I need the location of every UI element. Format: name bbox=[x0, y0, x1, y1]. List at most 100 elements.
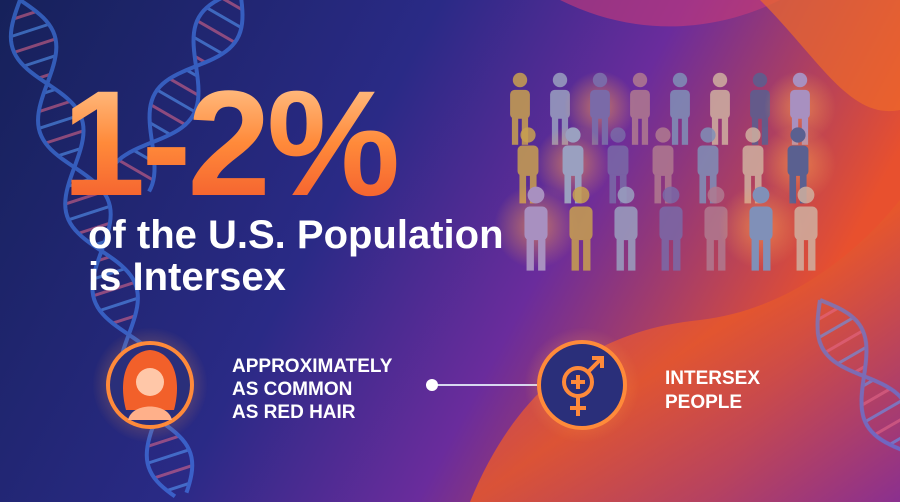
rung bbox=[864, 398, 900, 424]
person-head bbox=[565, 127, 581, 143]
rung bbox=[99, 296, 139, 312]
person-body bbox=[659, 206, 683, 241]
caption: INTERSEX bbox=[665, 368, 760, 389]
stat: 1-2% bbox=[62, 59, 397, 227]
person bbox=[659, 186, 683, 271]
rung bbox=[860, 387, 892, 407]
subtitle: is Intersex bbox=[88, 255, 286, 299]
intersex-icon bbox=[537, 340, 627, 430]
rung bbox=[192, 35, 224, 56]
person-body bbox=[787, 145, 809, 176]
person-leg bbox=[661, 239, 669, 271]
person-leg bbox=[526, 239, 534, 271]
person-head bbox=[790, 127, 806, 143]
person-body bbox=[590, 89, 610, 119]
rung bbox=[13, 10, 37, 21]
person-head bbox=[707, 186, 725, 204]
person-leg bbox=[718, 239, 726, 271]
person-head bbox=[745, 127, 761, 143]
person-leg bbox=[673, 239, 681, 271]
person-head bbox=[792, 72, 808, 88]
intersex-symbol bbox=[562, 356, 604, 416]
person-body bbox=[697, 145, 719, 176]
person-body bbox=[630, 89, 650, 119]
person-head bbox=[662, 186, 680, 204]
person-head bbox=[520, 127, 536, 143]
person-leg bbox=[763, 239, 771, 271]
person-body bbox=[614, 206, 638, 241]
rung bbox=[77, 221, 111, 235]
face bbox=[136, 368, 164, 396]
person-leg bbox=[808, 239, 816, 271]
person-leg bbox=[609, 174, 617, 204]
caption: AS COMMON bbox=[232, 379, 352, 400]
person-leg bbox=[751, 239, 759, 271]
helix bbox=[109, 0, 245, 193]
person-body bbox=[742, 145, 764, 176]
rung bbox=[156, 88, 196, 114]
person-leg bbox=[616, 239, 624, 271]
person-head bbox=[672, 72, 688, 88]
rung bbox=[836, 345, 868, 366]
person-head bbox=[752, 72, 768, 88]
person-head bbox=[592, 72, 608, 88]
person-leg bbox=[654, 174, 662, 204]
rung bbox=[148, 121, 172, 136]
person-body bbox=[710, 89, 730, 119]
rung bbox=[873, 413, 900, 437]
person-leg bbox=[511, 117, 519, 145]
person-leg bbox=[699, 174, 707, 204]
crowd bbox=[494, 71, 836, 271]
person-leg bbox=[583, 239, 591, 271]
person-head bbox=[512, 72, 528, 88]
rung bbox=[112, 314, 136, 325]
person-body bbox=[510, 89, 530, 119]
caption: AS RED HAIR bbox=[232, 402, 356, 423]
shoulders bbox=[128, 406, 172, 420]
person-leg bbox=[761, 117, 769, 145]
wave bbox=[560, 0, 780, 27]
person-leg bbox=[789, 174, 797, 204]
rung bbox=[168, 77, 200, 97]
person-leg bbox=[538, 239, 546, 271]
person-head bbox=[552, 72, 568, 88]
strand bbox=[815, 299, 900, 502]
person-body bbox=[652, 145, 674, 176]
rung bbox=[888, 431, 900, 446]
rung bbox=[149, 103, 187, 127]
person-head bbox=[752, 186, 770, 204]
rung bbox=[147, 448, 190, 465]
person-head bbox=[572, 186, 590, 204]
caption: APPROXIMATELY bbox=[232, 356, 393, 377]
person-body bbox=[562, 145, 584, 176]
person bbox=[569, 186, 593, 271]
person-body bbox=[569, 206, 593, 241]
person-leg bbox=[564, 174, 572, 204]
strand bbox=[109, 0, 241, 171]
person-leg bbox=[711, 117, 719, 145]
caption: PEOPLE bbox=[665, 392, 742, 413]
person-leg bbox=[671, 117, 679, 145]
connector-dot bbox=[426, 379, 438, 391]
person-leg bbox=[796, 239, 804, 271]
person-head bbox=[617, 186, 635, 204]
person bbox=[719, 184, 803, 271]
person bbox=[494, 184, 578, 271]
person-leg bbox=[571, 239, 579, 271]
person-head bbox=[797, 186, 815, 204]
person bbox=[794, 186, 818, 271]
person-body bbox=[790, 89, 810, 119]
person-head bbox=[632, 72, 648, 88]
rung bbox=[166, 481, 190, 493]
rung bbox=[132, 149, 156, 164]
rung bbox=[92, 280, 136, 298]
person bbox=[564, 71, 636, 145]
person-leg bbox=[591, 117, 599, 145]
person bbox=[670, 72, 690, 145]
person-body bbox=[607, 145, 629, 176]
rung bbox=[92, 267, 126, 281]
person-head bbox=[712, 72, 728, 88]
rung bbox=[196, 19, 236, 44]
person-body bbox=[517, 145, 539, 176]
